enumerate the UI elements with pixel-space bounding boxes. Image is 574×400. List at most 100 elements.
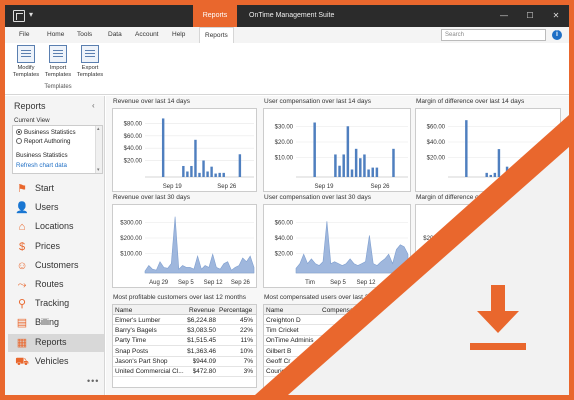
radio-selected-icon (16, 129, 22, 135)
help-icon[interactable]: i (552, 30, 562, 40)
sidebar-item-start[interactable]: ⚑ Start (8, 180, 104, 198)
scroll-down-icon[interactable]: ▾ (97, 167, 100, 173)
search-input[interactable]: Search (441, 29, 546, 41)
sidebar-item-billing[interactable]: ▤ Billing (8, 314, 104, 332)
table-row[interactable]: Barry's Bagels $3,083.50 22% (113, 325, 256, 336)
y-tick-label: $40.00 (124, 146, 143, 152)
sidebar-item-vehicles[interactable]: ⛟ Vehicles (8, 353, 104, 371)
sidebar-item-users[interactable]: 👤 Users (8, 199, 104, 217)
download-icon[interactable] (470, 285, 526, 350)
y-tick-label: $40.00 (427, 140, 446, 146)
minimize-icon[interactable]: — (500, 11, 508, 20)
chart-title: User compensation over last 14 days (264, 98, 371, 105)
chart-panel: $30.00 $20.00 $10.00 Sep 19 Sep 26 (263, 108, 411, 192)
sidebar-item-prices[interactable]: $ Prices (8, 238, 104, 256)
table-cell: 11% (240, 337, 253, 345)
radio-business-statistics[interactable]: Business Statistics (16, 129, 76, 136)
x-tick-label: Sep 26 (370, 184, 390, 190)
table-row[interactable]: United Commercial Cl... $472.80 3% (113, 367, 256, 378)
overlay-white-triangle (288, 147, 569, 395)
sidebar-item-tracking[interactable]: ⚲ Tracking (8, 295, 104, 313)
tab-help[interactable]: Help (172, 31, 186, 38)
scroll-up-icon[interactable]: ▴ (97, 126, 100, 132)
table-row[interactable]: Jason's Part Shop $944.09 7% (113, 357, 256, 367)
table-row[interactable]: Snap Posts $1,363.46 10% (113, 346, 256, 357)
refresh-chart-data-link[interactable]: Refresh chart data (16, 162, 67, 169)
tracking-icon: ⚲ (17, 298, 27, 311)
chart-bar (485, 172, 488, 177)
table-cell: 3% (243, 368, 253, 376)
chart-bar (182, 165, 185, 177)
modify-templates-button[interactable]: Modify Templates (11, 45, 41, 79)
chart-bar (350, 169, 354, 177)
quick-access-dropdown-icon[interactable]: ▾ (29, 10, 34, 19)
chart-bar (493, 172, 497, 177)
x-tick-label: Sep 5 (330, 280, 346, 286)
chart-title: Margin of difference over last 14 days (416, 98, 525, 105)
sidebar-item-customers[interactable]: ☺ Customers (8, 257, 104, 275)
title-bar: ▾ Reports OnTime Management Suite — ☐ ✕ (5, 5, 569, 27)
modify-templates-icon (17, 45, 35, 63)
table-cell: 45% (239, 316, 253, 324)
users-icon: 👤 (15, 202, 29, 215)
radio-report-authoring[interactable]: Report Authoring (16, 138, 70, 145)
import-templates-button[interactable]: Import Templates (43, 45, 73, 79)
chart-bar (363, 154, 366, 177)
y-tick-label: $100.00 (120, 252, 142, 258)
table-cell: 7% (243, 358, 253, 366)
collapse-sidebar-icon[interactable]: ‹ (92, 101, 95, 110)
x-tick-label: Sep 19 (314, 184, 334, 190)
chart-bar (371, 167, 374, 177)
column-header[interactable]: Revenue (189, 306, 216, 314)
table-row[interactable]: Party Time $1,515.45 11% (113, 336, 256, 347)
prices-icon: $ (18, 240, 26, 253)
sidebar-item-label: Reports (35, 336, 67, 347)
tab-file[interactable]: File (19, 31, 30, 38)
table-header: Name Revenue Percentage (113, 305, 256, 315)
column-header[interactable]: Compensation (322, 306, 364, 314)
table-cell: Party Time (115, 337, 147, 345)
tab-home[interactable]: Home (47, 31, 65, 38)
chart-area-series (295, 221, 409, 274)
column-header[interactable]: Name (266, 306, 284, 314)
table-cell: $944.09 (192, 358, 217, 366)
customers-icon: ☺ (16, 259, 28, 272)
column-header[interactable]: Name (115, 306, 133, 314)
ribbon-tabs: File Home Tools Data Account Help Report… (5, 27, 569, 43)
sidebar-item-routes[interactable]: ⤳ Routes (8, 276, 104, 294)
table-cell: $1,363.46 (187, 347, 216, 355)
chart-bar (313, 122, 316, 177)
x-tick-label: Sep 5 (178, 280, 194, 286)
tab-reports[interactable]: Reports (199, 27, 234, 43)
export-templates-button[interactable]: Export Templates (75, 45, 105, 79)
maximize-icon[interactable]: ☐ (526, 11, 534, 20)
y-tick-label: $60.00 (124, 134, 143, 140)
chart-title: Revenue over last 14 days (113, 98, 190, 105)
chart-bar (238, 154, 242, 177)
sidebar-item-reports[interactable]: ▦ Reports (8, 333, 104, 352)
table-cell: Elmer's Lumber (115, 316, 161, 324)
chart-bar (202, 160, 205, 177)
y-tick-label: $10.00 (275, 156, 294, 162)
chart-bar (354, 148, 358, 177)
tab-account[interactable]: Account (135, 31, 159, 38)
column-header[interactable]: Percentage (219, 306, 253, 314)
more-nav-icon[interactable]: ••• (87, 376, 100, 386)
sidebar-item-locations[interactable]: ⌂ Locations (8, 218, 104, 236)
tab-data[interactable]: Data (108, 31, 122, 38)
table-cell: 22% (239, 326, 253, 334)
radio-icon (16, 138, 22, 144)
export-templates-icon (81, 45, 99, 63)
sidebar-title: Reports (14, 101, 46, 111)
customers-table-title: Most profitable customers over last 12 m… (113, 294, 246, 301)
table-cell: Barry's Bagels (115, 326, 157, 334)
close-icon[interactable]: ✕ (552, 11, 560, 20)
context-tab-reports: Reports (193, 5, 237, 27)
sidebar-scrollbar[interactable]: ▴ ▾ (95, 126, 102, 173)
app-icon[interactable] (13, 10, 25, 22)
y-tick-label: $60.00 (275, 221, 294, 227)
x-tick-label: Aug 29 (149, 280, 169, 286)
tab-tools[interactable]: Tools (77, 31, 93, 38)
table-row[interactable]: Elmer's Lumber $6,224.88 45% (113, 315, 256, 326)
